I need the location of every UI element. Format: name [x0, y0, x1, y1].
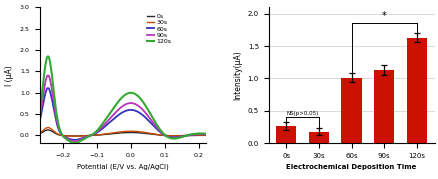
0s: [45, 129, 50, 131]
120s: [37, 112, 42, 114]
30s: [37, 132, 42, 134]
90s: [134, 103, 139, 106]
120s: [180, 136, 185, 138]
30s: [143, 131, 148, 134]
30s: [180, 135, 185, 137]
30s: [163, 134, 168, 137]
60s: [143, 117, 148, 119]
Text: *: *: [381, 11, 386, 21]
90s: [180, 135, 185, 137]
90s: [138, 107, 143, 109]
60s: [134, 110, 139, 112]
Legend: 0s, 30s, 60s, 90s, 120s: 0s, 30s, 60s, 90s, 120s: [146, 13, 171, 45]
0s: [202, 134, 208, 136]
Line: 90s: 90s: [39, 75, 205, 141]
90s: [37, 117, 42, 119]
30s: [72, 135, 77, 137]
120s: [72, 142, 77, 144]
60s: [202, 133, 208, 136]
60s: [37, 121, 42, 123]
Text: NS(p>0.05): NS(p>0.05): [286, 111, 318, 116]
0s: [72, 135, 77, 137]
Y-axis label: I (μA): I (μA): [5, 65, 14, 86]
90s: [72, 140, 77, 142]
Bar: [406, 38, 426, 143]
120s: [45, 55, 50, 57]
60s: [72, 139, 77, 141]
0s: [143, 132, 148, 134]
90s: [163, 135, 168, 137]
Line: 0s: 0s: [39, 130, 205, 136]
Bar: [308, 132, 328, 143]
Bar: [341, 78, 361, 143]
X-axis label: Potential (E/V vs. Ag/AgCl): Potential (E/V vs. Ag/AgCl): [77, 163, 168, 170]
0s: [134, 132, 139, 134]
120s: [163, 135, 168, 137]
Line: 120s: 120s: [39, 56, 205, 143]
90s: [45, 74, 50, 76]
0s: [138, 132, 143, 134]
0s: [180, 134, 185, 137]
60s: [47, 90, 53, 92]
Bar: [276, 126, 296, 143]
Y-axis label: Intensity(μA): Intensity(μA): [233, 50, 241, 100]
60s: [180, 135, 185, 137]
120s: [138, 98, 143, 100]
Bar: [373, 70, 393, 143]
60s: [45, 87, 50, 89]
30s: [45, 127, 50, 129]
X-axis label: Electrochemical Deposition Time: Electrochemical Deposition Time: [286, 165, 416, 170]
30s: [134, 130, 139, 132]
120s: [47, 60, 53, 62]
120s: [143, 105, 148, 107]
30s: [138, 131, 143, 133]
90s: [47, 78, 53, 80]
Line: 30s: 30s: [39, 128, 205, 136]
0s: [37, 133, 42, 135]
30s: [47, 127, 53, 129]
90s: [202, 133, 208, 135]
60s: [163, 135, 168, 137]
90s: [143, 112, 148, 114]
120s: [202, 133, 208, 135]
Line: 60s: 60s: [39, 88, 205, 140]
30s: [202, 134, 208, 136]
0s: [163, 134, 168, 137]
120s: [134, 94, 139, 96]
0s: [47, 129, 53, 131]
60s: [138, 112, 143, 115]
